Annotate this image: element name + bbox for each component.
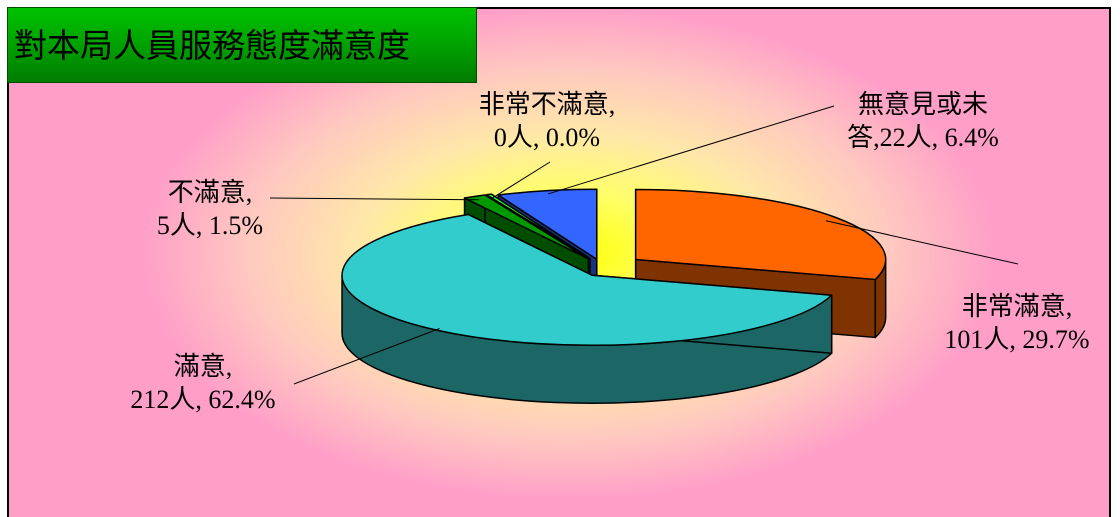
label-dissatisfied-line2: 5人, 1.5%	[156, 211, 264, 240]
label-very-dissatisfied: 非常不滿意, 0人, 0.0%	[442, 88, 652, 154]
chart-title: 對本局人員服務態度滿意度	[7, 7, 477, 83]
leader-line-very-satisfied	[825, 220, 1019, 265]
leader-line-no-opinion	[547, 105, 835, 195]
label-very-dissatisfied-line2: 0人, 0.0%	[493, 123, 601, 152]
leader-line-very-dissatisfied	[492, 161, 551, 199]
label-dissatisfied-line1: 不滿意,	[167, 178, 253, 207]
label-very-dissatisfied-line1: 非常不滿意,	[478, 90, 616, 119]
label-very-satisfied-line2: 101人, 29.7%	[944, 325, 1090, 354]
leader-line-satisfied	[293, 328, 440, 385]
leader-line-dissatisfied	[269, 197, 479, 201]
label-no-opinion-line1: 無意見或未	[857, 90, 988, 119]
label-satisfied-line2: 212人, 62.4%	[130, 385, 276, 414]
label-very-satisfied-line1: 非常滿意,	[961, 292, 1073, 321]
plot-area	[7, 7, 1111, 517]
label-satisfied: 滿意, 212人, 62.4%	[108, 350, 298, 416]
label-satisfied-line1: 滿意,	[173, 352, 233, 381]
label-no-opinion: 無意見或未 答,22人, 6.4%	[808, 88, 1038, 154]
label-dissatisfied: 不滿意, 5人, 1.5%	[130, 176, 290, 242]
label-very-satisfied: 非常滿意, 101人, 29.7%	[922, 290, 1112, 356]
slice-satisfied	[341, 213, 833, 405]
pie-chart	[269, 105, 1019, 405]
label-no-opinion-line2: 答,22人, 6.4%	[847, 123, 999, 152]
